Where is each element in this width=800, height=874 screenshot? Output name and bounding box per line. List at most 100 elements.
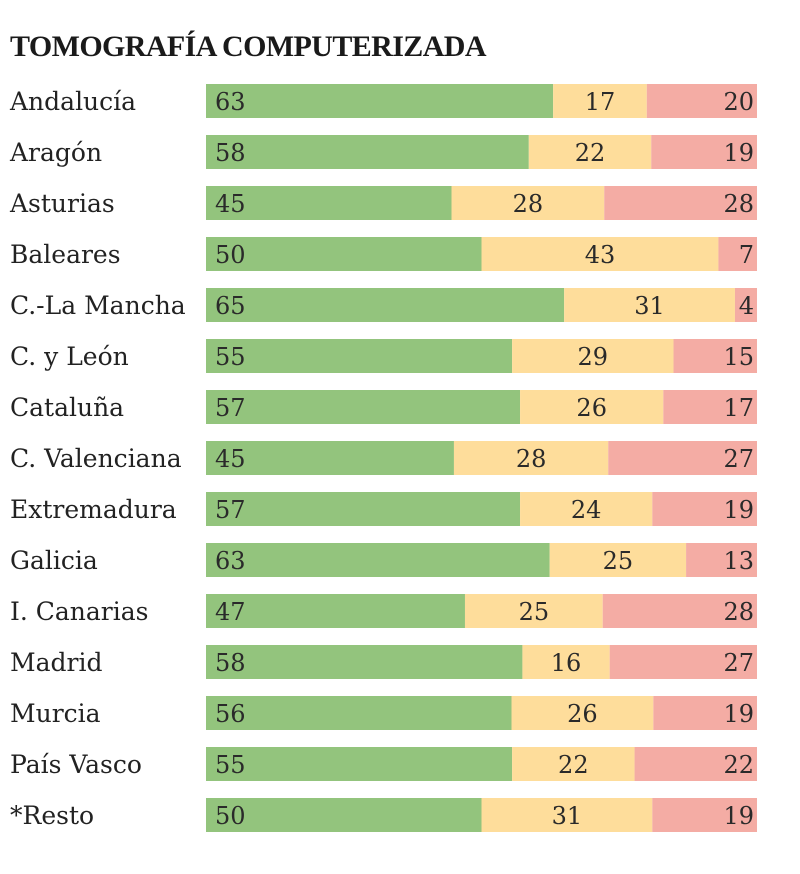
data-label: 25 [603,547,634,575]
bar-segment-3 [652,798,757,832]
bar-segment-1 [206,84,554,118]
data-label: 31 [634,292,665,320]
chart-title: TOMOGRAFÍA COMPUTERIZADA [10,30,487,63]
data-label: 43 [585,241,616,269]
data-label: 55 [215,751,246,779]
data-label: 47 [215,598,246,626]
bar-segment-2 [522,645,610,679]
data-label: 45 [215,445,246,473]
data-label: 50 [215,802,246,830]
category-label: C. Valenciana [10,444,182,473]
bar-row: Murcia 56 26 19 [10,696,757,730]
bar-segment-1 [206,288,565,322]
bar-row: Galicia 63 25 13 [10,543,757,577]
category-label: Asturias [9,189,115,218]
bar-row: *Resto 50 31 19 [10,798,757,832]
data-label: 55 [215,343,246,371]
data-label: 26 [567,700,598,728]
bar-segment-3 [686,543,757,577]
data-label: 7 [739,241,754,269]
bar-segment-2 [520,390,664,424]
data-label: 65 [215,292,246,320]
bar-segment-2 [549,543,687,577]
data-label: 19 [723,700,754,728]
category-label: Andalucía [9,87,136,116]
bar-segment-1 [206,645,523,679]
category-label: *Resto [10,801,94,830]
data-label: 57 [215,496,246,524]
data-label: 28 [516,445,547,473]
data-label: 45 [215,190,246,218]
data-label: 50 [215,241,246,269]
bar-segment-2 [481,237,719,271]
data-label: 19 [723,139,754,167]
data-label: 25 [519,598,550,626]
category-label: País Vasco [10,750,142,779]
bar-row: C.-La Mancha 65 31 4 [10,288,757,322]
data-label: 58 [215,139,246,167]
data-label: 16 [551,649,582,677]
bar-row: Aragón 58 22 19 [9,135,757,169]
data-label: 4 [739,292,754,320]
data-label: 63 [215,88,246,116]
bar-segment-1 [206,237,482,271]
data-label: 22 [558,751,589,779]
data-label: 56 [215,700,246,728]
bar-segment-2 [453,441,609,475]
bar-segment-1 [206,339,513,373]
data-label: 20 [723,88,754,116]
category-label: Murcia [10,699,101,728]
bar-row: Extremadura 57 24 19 [10,492,757,526]
data-label: 27 [723,445,754,473]
data-label: 13 [723,547,754,575]
bar-segment-1 [206,543,550,577]
data-label: 15 [723,343,754,371]
bar-row: Asturias 45 28 28 [9,186,757,220]
bar-segment-2 [511,696,654,730]
data-label: 26 [576,394,607,422]
bar-row: C. y León 55 29 15 [10,339,757,373]
bar-segment-3 [652,492,757,526]
data-label: 27 [723,649,754,677]
data-label: 24 [571,496,602,524]
data-label: 17 [723,394,754,422]
bar-segment-1 [206,798,482,832]
bar-segment-3 [646,84,757,118]
bar-segment-3 [673,339,757,373]
bar-row: I. Canarias 47 25 28 [10,594,757,628]
category-label: I. Canarias [10,597,149,626]
bar-segment-3 [609,645,757,679]
bar-segment-1 [206,696,512,730]
bar-segment-2 [564,288,735,322]
category-label: Madrid [10,648,102,677]
data-label: 28 [723,190,754,218]
bar-segment-2 [512,747,635,781]
bar-row: Madrid 58 16 27 [10,645,757,679]
data-label: 58 [215,649,246,677]
bar-segment-3 [718,237,757,271]
category-label: Aragón [9,138,102,167]
bar-segment-3 [651,135,757,169]
data-label: 17 [585,88,616,116]
data-label: 22 [575,139,606,167]
data-label: 28 [723,598,754,626]
bar-segment-1 [206,186,452,220]
bar-row: País Vasco 55 22 22 [10,747,757,781]
bar-segment-1 [206,492,521,526]
bar-row: Andalucía 63 17 20 [9,84,757,118]
bar-segment-3 [653,696,757,730]
data-label: 63 [215,547,246,575]
bar-row: C. Valenciana 45 28 27 [10,441,757,475]
bar-segment-3 [734,288,757,322]
bar-segment-1 [206,390,521,424]
bar-segment-1 [206,747,513,781]
bar-segment-3 [604,186,757,220]
bar-segment-2 [512,339,674,373]
bar-segment-3 [663,390,757,424]
data-label: 19 [723,496,754,524]
bar-segment-2 [528,135,652,169]
bar-segment-1 [206,135,529,169]
category-label: Extremadura [10,495,177,524]
bar-segment-3 [602,594,757,628]
